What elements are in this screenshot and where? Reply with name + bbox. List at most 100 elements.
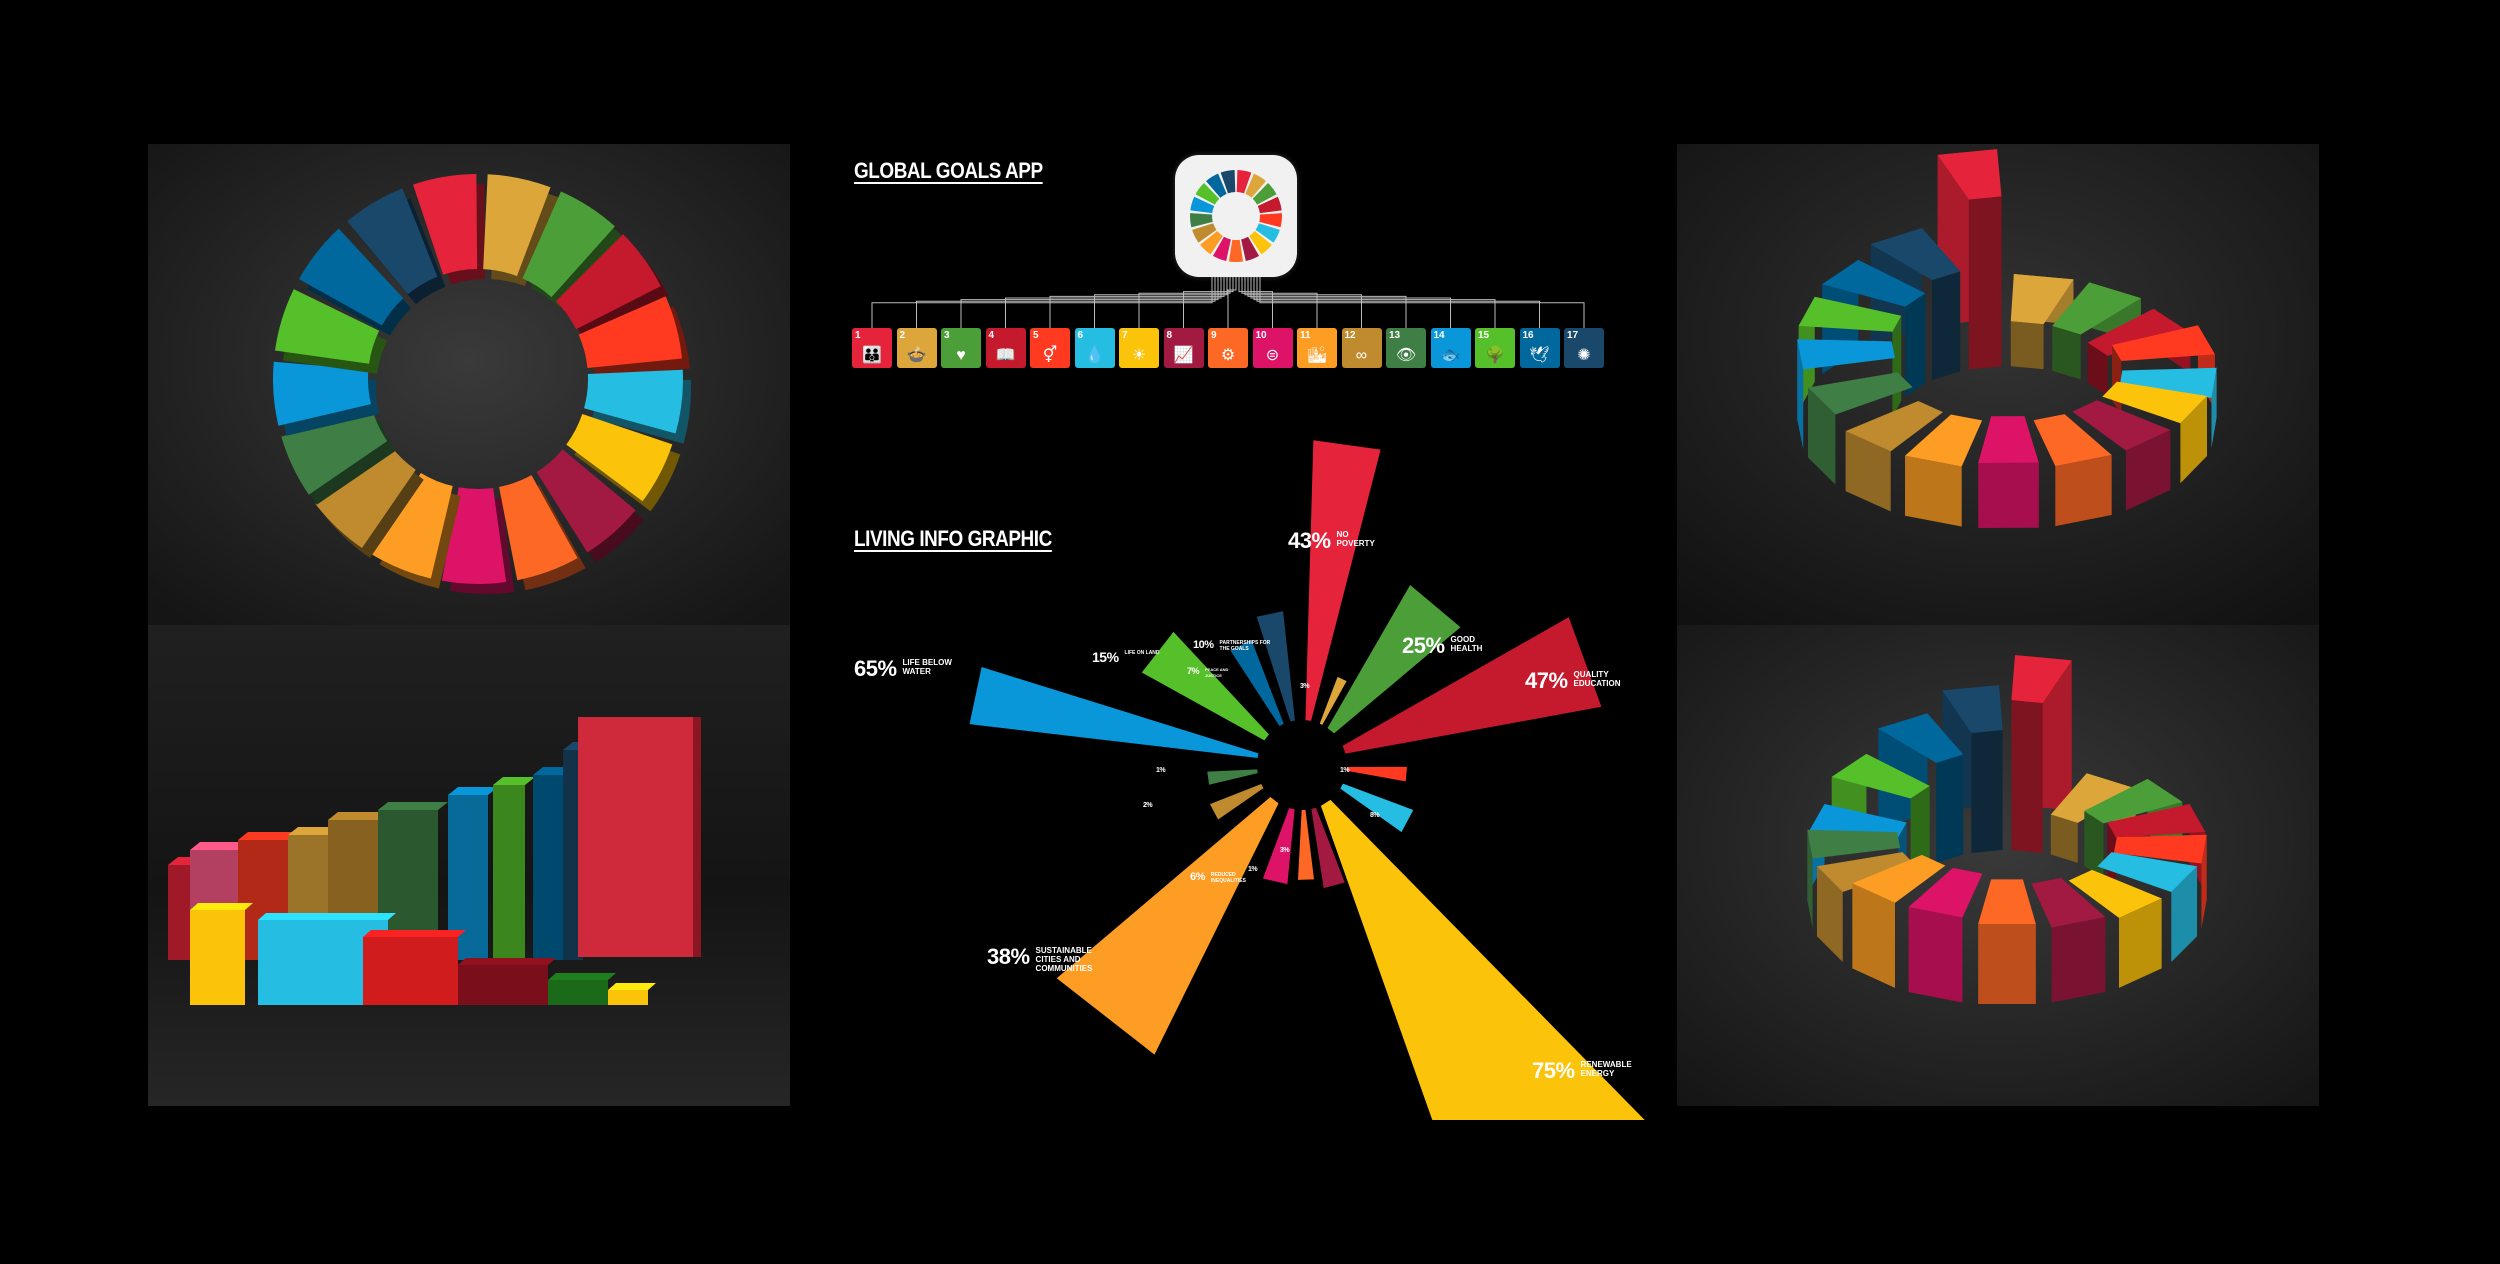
pct-value: 65% [854, 656, 897, 681]
ring-block-outer [1845, 431, 1891, 512]
goal-number: 17 [1567, 330, 1579, 341]
label-small-g: 2% [1143, 802, 1153, 809]
wheel-segment [1220, 170, 1236, 194]
goal-tile-6[interactable]: 6 💧 [1074, 328, 1115, 368]
wheel-segment [1241, 236, 1260, 261]
ring-block-outer [2180, 396, 2208, 484]
front-block-top [190, 903, 253, 910]
ring-segment [281, 409, 388, 495]
goal-tile-16[interactable]: 16 🕊 [1519, 328, 1560, 368]
ring-block-top [2119, 367, 2217, 398]
goal-number: 7 [1122, 330, 1128, 341]
pct-value: 8% [1370, 812, 1380, 819]
ring-block-outer [2171, 866, 2198, 963]
ring-block-inner [2084, 810, 2104, 879]
goal-tile-2[interactable]: 2 🍲 [896, 328, 937, 368]
front-block [190, 910, 245, 1005]
ring-segment [536, 449, 636, 553]
health-icon: ♥ [956, 347, 966, 364]
wheel-segment [1200, 231, 1223, 255]
goal-tile-5[interactable]: 5 ⚥ [1030, 328, 1070, 368]
pct-value: 10% [1193, 639, 1214, 651]
ring-segment [274, 289, 380, 364]
goal-tile-11[interactable]: 11 🏙 [1297, 328, 1337, 368]
label-small-b: 3% [1300, 683, 1310, 690]
goal-number: 4 [988, 330, 995, 341]
wheel-segment [1206, 173, 1227, 198]
goal-tile-12[interactable]: 12 ∞ [1341, 328, 1382, 368]
ring-block-outer [2055, 455, 2112, 527]
ring-block-top [1908, 867, 1983, 918]
ring-block-top [2072, 400, 2171, 451]
goal-number: 1 [855, 330, 861, 341]
ring-block-top [2010, 274, 2074, 325]
ring-block-top [1808, 804, 1907, 838]
ring-segment [566, 414, 673, 502]
wheel-segment [1228, 239, 1244, 262]
ring-block-top [2097, 852, 2198, 893]
land-icon: 🌳 [1485, 347, 1505, 364]
tilted-ring-panel [1677, 144, 2319, 625]
ring-block-inner [1936, 754, 1964, 863]
ring-block-inner [2050, 814, 2078, 863]
label-reduced-inequalities: 6% REDUCED INEQUALITIES [1190, 872, 1251, 885]
goal-tile-8[interactable]: 8 📈 [1163, 328, 1204, 368]
radial-chart [969, 440, 1645, 1120]
ring-block-top [2052, 282, 2141, 335]
ring-block-top [1852, 854, 1946, 903]
goal-tile-9[interactable]: 9 ⚙ [1208, 328, 1248, 368]
tree-line [1247, 277, 1407, 328]
ring-segment [483, 174, 551, 277]
goal-tile-3[interactable]: 3 ♥ [941, 328, 981, 368]
tilted-ring-image [1677, 144, 2319, 625]
ring-block-top [1942, 685, 2003, 733]
goal-tile-1[interactable]: 1 👪 [852, 328, 892, 368]
goal-tile-10[interactable]: 10 ⊜ [1252, 328, 1293, 368]
inequality-icon: ⊜ [1265, 347, 1280, 364]
radial-wedge [1207, 769, 1258, 785]
pct-value: 3% [1280, 847, 1290, 854]
wheel-segment [1195, 182, 1220, 205]
goal-tile-14[interactable]: 14 🐟 [1430, 328, 1471, 368]
label-partnerships: 10% PARTNERSHIPS FOR THE GOALS [1193, 639, 1280, 653]
tree-line [916, 277, 1216, 328]
pct-caption: REDUCED INEQUALITIES [1210, 872, 1246, 884]
bars-render-image [148, 625, 790, 1106]
radial-wedge [1320, 799, 1645, 1120]
goal-tile-17[interactable]: 17 ✺ [1564, 328, 1604, 368]
goal-tile-15[interactable]: 15 🌳 [1475, 328, 1515, 368]
pct-caption: SUSTAINABLE CITIES AND COMMUNITIES [1035, 946, 1093, 973]
radial-wedge [1342, 617, 1602, 754]
goal-tile-4[interactable]: 4 📖 [985, 328, 1026, 368]
ring-block-inner [2011, 700, 2043, 853]
ring-block-inner [1910, 785, 1930, 879]
pct-caption: QUALITY EDUCATION [1573, 670, 1621, 688]
radial-wedge [1209, 784, 1264, 820]
goal-tile-7[interactable]: 7 ☀ [1119, 328, 1159, 368]
pct-caption: NO POVERTY [1336, 530, 1375, 548]
app-icon[interactable] [1175, 155, 1297, 277]
radial-wedge [1311, 807, 1345, 889]
ring-block-top [2031, 877, 2106, 928]
goal-number: 12 [1344, 330, 1356, 341]
tree-line [1244, 277, 1362, 328]
ring-segment [298, 228, 404, 326]
pct-caption: GOOD HEALTH [1450, 635, 1483, 653]
ring-block-outer [2119, 898, 2162, 988]
radial-wedge [1256, 611, 1295, 722]
tree-line [1253, 277, 1496, 328]
radial-wedge [1230, 639, 1284, 727]
goal-number: 13 [1389, 330, 1401, 341]
goal-number: 6 [1077, 330, 1084, 341]
tall-bar [578, 717, 693, 957]
tree-line [871, 277, 1213, 328]
hunger-icon: 🍲 [906, 347, 927, 364]
goal-tile-13[interactable]: 13 👁 [1386, 328, 1426, 368]
pct-value: 1% [1248, 866, 1258, 873]
ring-render-panel [148, 144, 790, 625]
goal-number: 15 [1478, 330, 1490, 341]
ring-block-top [1807, 829, 1901, 859]
radial-hub [1261, 724, 1343, 806]
wheel-segment [1192, 223, 1217, 243]
ring-block-top [1831, 753, 1930, 799]
